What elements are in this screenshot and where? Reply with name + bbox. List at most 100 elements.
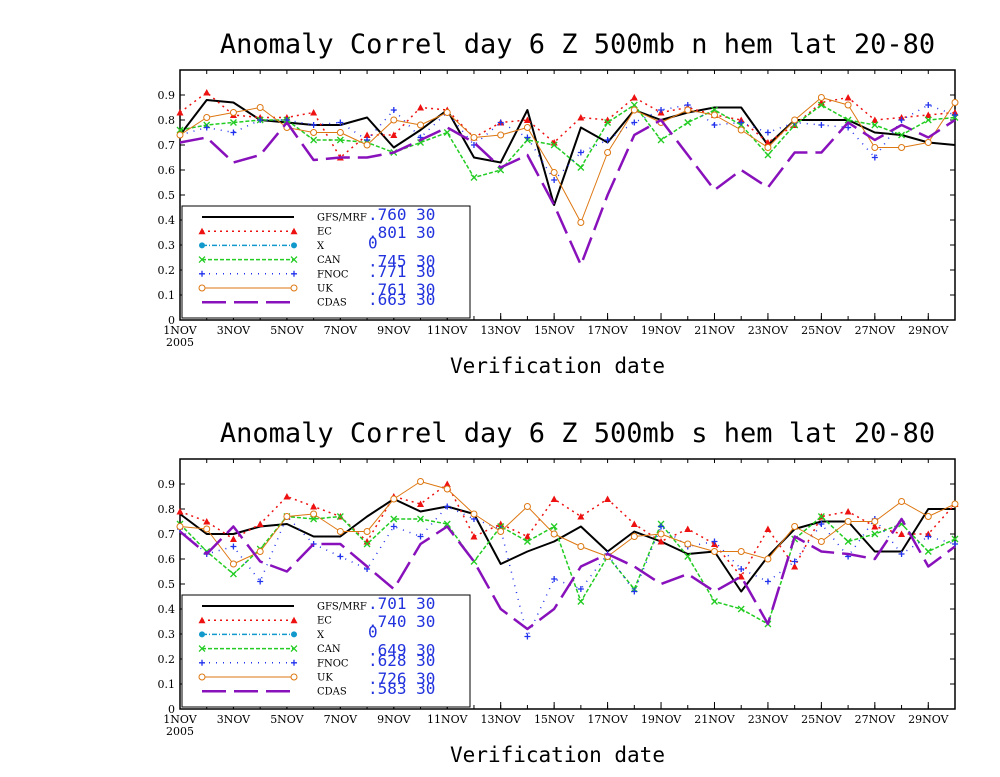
legend-entry: EC .801 30 [198,223,435,242]
data-point [764,555,772,563]
data-point [738,566,745,572]
data-point [229,109,237,116]
legend-marker [290,645,298,653]
legend-label: EC [317,227,332,238]
data-point [417,478,425,485]
data-point [203,525,211,533]
x-tick-label: 7NOV [324,713,358,726]
data-point [363,141,371,149]
data-point [203,124,210,131]
data-point [657,530,665,538]
data-point [470,533,478,540]
legend-label: FNOC [317,658,349,669]
legend-label: CAN [317,644,341,655]
data-point [604,137,611,143]
chart-panel-1: Anomaly Correl day 6 Z 500mb n hem lat 2… [158,29,959,378]
legend-score: .761 30 [368,280,435,299]
data-point [417,533,424,540]
y-tick-label: 0.3 [158,628,176,641]
data-point [283,513,291,520]
x-tick-label: 23NOV [748,324,789,337]
y-tick-label: 0.9 [158,478,176,491]
data-point [924,111,932,118]
data-point [443,109,451,116]
data-point [710,111,718,119]
x-tick-label: 21NOV [694,713,735,726]
legend-score: .583 30 [368,679,435,698]
legend-score: .663 30 [368,290,435,309]
data-point [390,495,398,503]
data-point [871,530,879,538]
x-tick-label: 7NOV [324,324,358,337]
legend-score: .726 30 [368,669,435,688]
legend-marker [290,256,298,264]
legend-box [181,205,471,319]
legend-score: .745 30 [368,252,435,271]
series-cdas [179,118,956,267]
data-point [176,508,184,515]
data-point [630,106,638,114]
data-point [443,520,451,528]
data-point [818,122,825,128]
series-uk [176,478,959,568]
data-point [737,126,745,134]
data-point [470,510,478,518]
data-point [256,548,264,555]
data-point [283,493,291,500]
data-point [337,553,344,560]
legend-marker [290,284,298,292]
data-point [497,166,505,174]
data-point [844,101,852,109]
data-point [577,543,585,550]
data-point [363,540,371,548]
series-line [179,498,955,593]
data-point [764,151,772,159]
data-point [684,540,692,548]
legend-marker [198,616,206,624]
legend-label: X [317,630,325,641]
legend-marker [291,659,297,666]
data-point [523,538,531,545]
data-point [658,523,665,530]
y-tick-label: 0.2 [158,264,176,277]
legend-label: GFS/MRF [317,602,367,613]
data-point [336,129,344,136]
data-point [817,513,825,520]
x-tick-label: 1NOV [163,324,197,337]
data-point [817,94,825,101]
data-point [176,131,184,139]
legend-entry: FNOC .771 30 [199,262,435,281]
data-point [337,119,344,126]
y-tick-label: 0 [168,314,175,327]
data-point [630,520,638,527]
x-tick-label: 29NOV [908,713,949,726]
y-tick-label: 0.2 [158,653,176,666]
data-point [818,521,825,527]
x-tick-label: 11NOV [427,324,468,337]
data-point [898,530,906,537]
data-point [898,117,905,123]
legend-entry: EC .740 30 [198,612,435,631]
legend-marker [199,659,205,666]
data-point [444,503,451,510]
data-point [310,515,318,523]
legend-marker [290,227,298,235]
data-point [550,495,558,502]
data-point [577,164,585,171]
series-line [179,91,956,159]
data-point [952,112,958,118]
legend-label: UK [317,284,333,295]
series-line [179,517,956,631]
data-point [817,538,825,545]
data-point [497,131,505,139]
data-point [845,124,852,131]
data-point [551,576,558,582]
series-line [179,505,956,638]
data-point [764,144,772,151]
data-point [737,548,745,555]
y-tick-label: 0.4 [158,603,176,616]
series-line [179,483,956,578]
legend-score: 0 [368,622,378,641]
data-point [738,119,745,126]
data-point [684,119,692,126]
